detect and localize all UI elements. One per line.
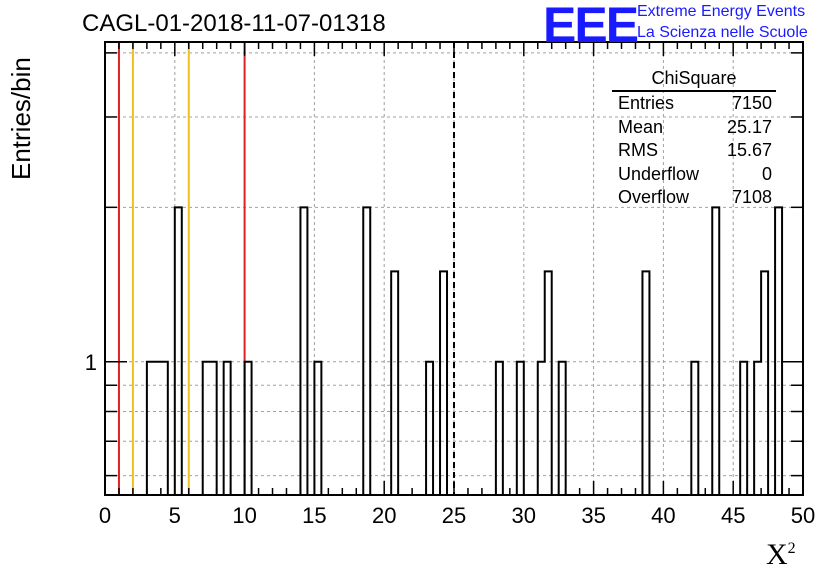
stats-box: ChiSquare Entries 7150 Mean 25.17 RMS 15.67… xyxy=(612,68,776,210)
axis-ticks xyxy=(104,42,804,495)
eee-logo: EEE xyxy=(543,0,639,53)
threshold-lines xyxy=(117,42,455,495)
stats-label: Overflow xyxy=(618,187,690,207)
stats-row: RMS 15.67 xyxy=(612,139,776,163)
chart-title: CAGL-01-2018-11-07-01318 xyxy=(82,10,386,37)
x-tick-label: 45 xyxy=(721,503,745,528)
y-tick-label: 1 xyxy=(85,350,97,375)
x-tick-label: 5 xyxy=(169,503,181,528)
x-tick-label: 35 xyxy=(581,503,605,528)
stats-value: 25.17 xyxy=(726,116,772,137)
stats-row: Overflow 7108 xyxy=(612,186,776,210)
x-tick-label: 30 xyxy=(512,503,536,528)
stats-row: Mean 25.17 xyxy=(612,116,776,140)
x-tick-label: 40 xyxy=(651,503,675,528)
stats-value: 7108 xyxy=(731,187,772,207)
stats-label: Mean xyxy=(618,116,664,137)
stats-label: RMS xyxy=(618,140,658,160)
stats-value: 0 xyxy=(761,163,772,184)
x-tick-label: 0 xyxy=(99,503,111,528)
x-axis-label: X2 xyxy=(766,538,796,572)
stats-label: Underflow xyxy=(618,163,700,184)
logo-line-2: La Scienza nelle Scuole xyxy=(637,24,808,41)
stats-name: ChiSquare xyxy=(612,68,776,92)
stats-row: Underflow 0 xyxy=(612,163,776,187)
tick-labels: 0 5 10 15 20 25 30 35 40 45 50 1 xyxy=(85,350,815,528)
x-axis-label-base: X xyxy=(766,538,788,571)
stats-label: Entries xyxy=(618,93,675,113)
y-axis-label: Entries/bin xyxy=(6,57,36,180)
stats-value: 7150 xyxy=(731,93,772,113)
logo-line-1: Extreme Energy Events xyxy=(637,3,806,20)
x-tick-label: 50 xyxy=(791,503,815,528)
stats-row: Entries 7150 xyxy=(612,92,776,116)
x-tick-label: 15 xyxy=(302,503,326,528)
x-tick-label: 20 xyxy=(372,503,396,528)
stats-value: 15.67 xyxy=(726,140,772,160)
x-axis-label-sup: 2 xyxy=(787,540,796,557)
x-tick-label: 25 xyxy=(442,503,466,528)
x-tick-label: 10 xyxy=(232,503,256,528)
